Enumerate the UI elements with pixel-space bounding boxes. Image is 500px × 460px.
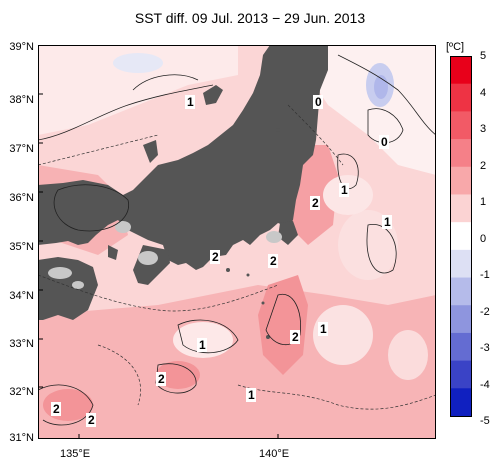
lat-label-35: 35°N bbox=[9, 241, 34, 253]
contour-label: 0 bbox=[381, 135, 388, 149]
colorbar-segment bbox=[450, 194, 472, 223]
colorbar-label: 5 bbox=[480, 50, 487, 62]
sst-map: 1 0 0 1 2 1 2 2 2 1 1 2 2 1 2 2 bbox=[38, 45, 436, 439]
land-boso bbox=[278, 221, 298, 245]
map-frame bbox=[38, 45, 436, 439]
contour-label: 1 bbox=[320, 322, 327, 336]
contour-label: 1 bbox=[341, 183, 348, 197]
colorbar-segment bbox=[450, 166, 472, 195]
contour-label: 2 bbox=[158, 372, 165, 386]
colorbar-segment bbox=[450, 222, 472, 251]
colorbar-segment bbox=[450, 388, 472, 417]
colorbar bbox=[450, 56, 472, 417]
colorbar-segment bbox=[450, 277, 472, 306]
contour-label: 2 bbox=[312, 196, 319, 210]
colorbar-segment bbox=[450, 249, 472, 279]
colorbar-label: -5 bbox=[480, 415, 490, 427]
colorbar-label: 3 bbox=[480, 123, 487, 135]
lat-label-36: 36°N bbox=[9, 192, 34, 204]
colorbar-label: -4 bbox=[480, 378, 490, 391]
colorbar-label: -1 bbox=[480, 269, 490, 281]
contour-label: 1 bbox=[199, 338, 206, 352]
colorbar-label: 2 bbox=[480, 159, 487, 172]
lat-label-39: 39°N bbox=[9, 41, 34, 53]
sea-negative-patch bbox=[113, 53, 163, 73]
colorbar-segment bbox=[450, 139, 472, 168]
colorbar-segment bbox=[450, 360, 472, 389]
lake-tokyo-bay bbox=[266, 231, 282, 243]
contour-label: 2 bbox=[53, 402, 60, 416]
colorbar-label: -3 bbox=[480, 342, 490, 354]
island-4 bbox=[261, 301, 265, 305]
land-awaji bbox=[108, 245, 118, 260]
contour-lines bbox=[38, 54, 436, 426]
land-sado bbox=[203, 85, 223, 105]
colorbar-label: 0 bbox=[480, 232, 487, 245]
contour-label: 2 bbox=[212, 250, 219, 264]
colorbar-segment bbox=[450, 83, 472, 112]
lat-label-31: 31°N bbox=[9, 432, 34, 444]
lon-label-140: 140°E bbox=[259, 448, 290, 460]
colorbar-label: 4 bbox=[480, 86, 487, 99]
sea-zero-zone-ne bbox=[308, 45, 436, 175]
contour-label: 2 bbox=[270, 254, 277, 268]
sea-zero-zone bbox=[38, 45, 238, 135]
contour-label: 1 bbox=[248, 388, 255, 402]
land-noto bbox=[143, 140, 158, 163]
colorbar-segment bbox=[450, 332, 472, 362]
lat-label-38: 38°N bbox=[9, 94, 34, 106]
lat-label-32: 32°N bbox=[9, 386, 34, 398]
lat-label-34: 34°N bbox=[9, 290, 34, 302]
sea-warm-zone-izu bbox=[258, 275, 308, 375]
lake-biwa bbox=[115, 221, 131, 233]
sea-warm-patch-s bbox=[156, 361, 200, 389]
sea-warm-patch-sw bbox=[43, 389, 93, 421]
contour-labels: 1 0 0 1 2 1 2 2 2 1 1 2 2 1 2 2 bbox=[51, 95, 392, 427]
lat-label-33: 33°N bbox=[9, 338, 34, 350]
colorbar-segment bbox=[450, 305, 472, 334]
contour-label: 2 bbox=[292, 330, 299, 344]
land-honshu bbox=[38, 45, 328, 270]
colorbar-segment bbox=[450, 56, 472, 85]
contour-label: 0 bbox=[315, 95, 322, 109]
sea-cool-patch-5 bbox=[388, 330, 428, 380]
contour-label: 2 bbox=[88, 413, 95, 427]
colorbar-unit: [ºC] bbox=[446, 41, 465, 53]
lake-kii bbox=[72, 281, 84, 289]
colorbar-label: 1 bbox=[480, 196, 487, 208]
lon-label-135: 135°E bbox=[60, 448, 91, 460]
sea-cool-patch-2 bbox=[313, 305, 373, 365]
contour-label: 1 bbox=[187, 95, 194, 109]
chart-title: SST diff. 09 Jul. 2013 − 29 Jun. 2013 bbox=[134, 10, 366, 26]
lake-ise bbox=[138, 251, 158, 265]
contour-label: 1 bbox=[384, 215, 391, 229]
island-3 bbox=[246, 273, 250, 277]
island-1 bbox=[276, 128, 280, 132]
island-2 bbox=[226, 268, 230, 272]
lake-inland-sea bbox=[48, 267, 72, 279]
colorbar-segment bbox=[450, 111, 472, 140]
lat-label-37: 37°N bbox=[9, 143, 34, 155]
colorbar-label: -2 bbox=[480, 305, 490, 318]
contour-dashed bbox=[38, 104, 436, 410]
